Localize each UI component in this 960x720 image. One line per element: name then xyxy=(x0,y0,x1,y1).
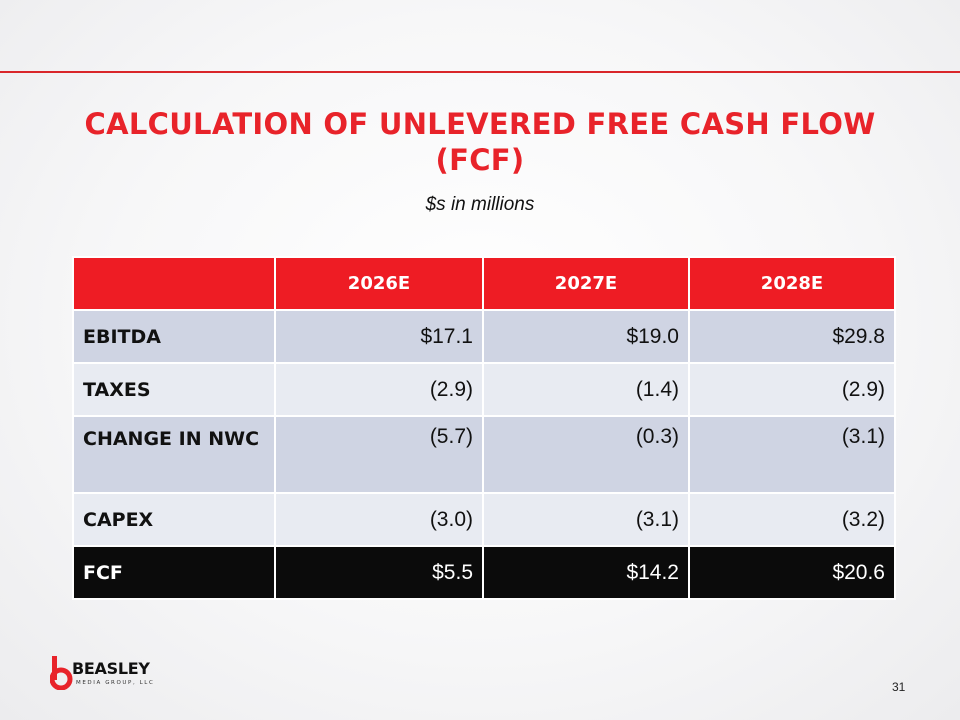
table-cell: (2.9) xyxy=(688,362,896,417)
table-cell: $20.6 xyxy=(688,545,896,600)
table-header-cell-2028e: 2028E xyxy=(688,256,896,311)
table-cell: (3.0) xyxy=(274,492,484,547)
table-cell: $5.5 xyxy=(274,545,484,600)
table-header-cell-2026e: 2026E xyxy=(274,256,484,311)
table-header-cell-2027e: 2027E xyxy=(482,256,690,311)
logo-subtitle: MEDIA GROUP, LLC xyxy=(76,680,155,686)
table-cell: (5.7) xyxy=(274,415,484,494)
table-cell: (0.3) xyxy=(482,415,690,494)
row-label: FCF xyxy=(72,545,276,600)
table-cell: $14.2 xyxy=(482,545,690,600)
table-row-change-in-nwc: CHANGE IN NWC (5.7) (0.3) (3.1) xyxy=(72,415,896,494)
table-row-fcf-total: FCF $5.5 $14.2 $20.6 xyxy=(72,545,896,600)
table-row-taxes: TAXES (2.9) (1.4) (2.9) xyxy=(72,362,896,417)
table-cell: (2.9) xyxy=(274,362,484,417)
table-cell: (3.1) xyxy=(688,415,896,494)
table-row-capex: CAPEX (3.0) (3.1) (3.2) xyxy=(72,492,896,547)
slide-title: CALCULATION OF UNLEVERED FREE CASH FLOW … xyxy=(84,107,876,177)
row-label: CHANGE IN NWC xyxy=(72,415,276,494)
table-cell: $17.1 xyxy=(274,309,484,364)
row-label: EBITDA xyxy=(72,309,276,364)
fcf-table: 2026E 2027E 2028E EBITDA $17.1 $19.0 $29… xyxy=(72,256,896,600)
company-logo: BEASLEY MEDIA GROUP, LLC xyxy=(50,656,153,694)
beasley-b-icon xyxy=(50,656,73,690)
table-cell: $19.0 xyxy=(482,309,690,364)
slide-subtitle: $s in millions xyxy=(425,194,535,215)
logo-wordmark: BEASLEY xyxy=(72,659,150,678)
page-number: 31 xyxy=(892,680,906,694)
table-header-row: 2026E 2027E 2028E xyxy=(72,256,896,311)
table-header-cell-corner xyxy=(72,256,276,311)
table-row-ebitda: EBITDA $17.1 $19.0 $29.8 xyxy=(72,309,896,364)
table-cell: (3.2) xyxy=(688,492,896,547)
table-cell: $29.8 xyxy=(688,309,896,364)
table-cell: (3.1) xyxy=(482,492,690,547)
header-rule xyxy=(0,71,960,73)
table-cell: (1.4) xyxy=(482,362,690,417)
row-label: TAXES xyxy=(72,362,276,417)
row-label: CAPEX xyxy=(72,492,276,547)
